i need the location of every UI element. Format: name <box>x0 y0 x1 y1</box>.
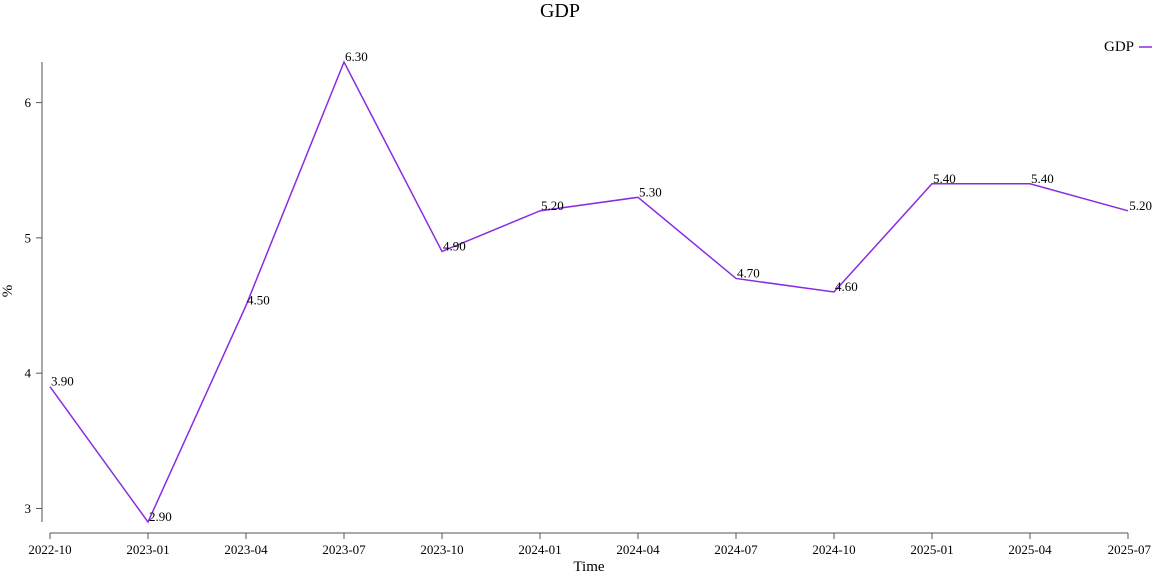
x-tick-label: 2023-01 <box>126 542 169 557</box>
data-label: 5.30 <box>639 184 662 199</box>
x-tick-label: 2025-07 <box>1108 542 1152 557</box>
x-tick-label: 2023-07 <box>322 542 366 557</box>
x-tick-label: 2025-04 <box>1008 542 1052 557</box>
x-tick-label: 2024-01 <box>518 542 561 557</box>
legend: GDP <box>1104 39 1152 55</box>
x-tick-label: 2025-01 <box>910 542 953 557</box>
data-label: 4.70 <box>737 265 760 280</box>
y-axis-ticks: 3 4 5 6 <box>25 95 42 516</box>
x-tick-label: 2022-10 <box>28 542 71 557</box>
data-label: 5.20 <box>541 198 564 213</box>
chart-title: GDP <box>540 0 580 22</box>
x-tick-label: 2024-07 <box>714 542 758 557</box>
data-label: 4.90 <box>443 238 466 253</box>
x-axis-title: Time <box>573 559 604 575</box>
data-label: 6.30 <box>345 49 368 64</box>
x-tick-label: 2023-10 <box>420 542 463 557</box>
series-line-gdp <box>49 60 1129 524</box>
data-label: 5.40 <box>1031 171 1054 186</box>
data-label: 4.50 <box>247 293 270 308</box>
data-label: 3.90 <box>51 374 74 389</box>
x-tick-label: 2023-04 <box>224 542 268 557</box>
legend-label-gdp: GDP <box>1104 39 1134 55</box>
x-axis-ticks: 2022-10 2023-01 2023-04 2023-07 2023-10 2024-… <box>28 533 1151 557</box>
y-tick-label: 5 <box>25 230 32 245</box>
y-tick-label: 4 <box>25 366 32 381</box>
data-label: 4.60 <box>835 279 858 294</box>
data-label: 5.20 <box>1129 198 1152 213</box>
x-tick-label: 2024-10 <box>812 542 855 557</box>
y-tick-label: 3 <box>25 501 32 516</box>
x-tick-label: 2024-04 <box>616 542 660 557</box>
y-tick-label: 6 <box>25 95 32 110</box>
data-label: 5.40 <box>933 171 956 186</box>
data-label: 2.90 <box>149 509 172 524</box>
y-axis-title: % <box>0 285 16 298</box>
data-labels: 3.90 2.90 4.50 6.30 4.90 5.20 5.30 4.70 4.60 5.40… <box>51 49 1152 524</box>
